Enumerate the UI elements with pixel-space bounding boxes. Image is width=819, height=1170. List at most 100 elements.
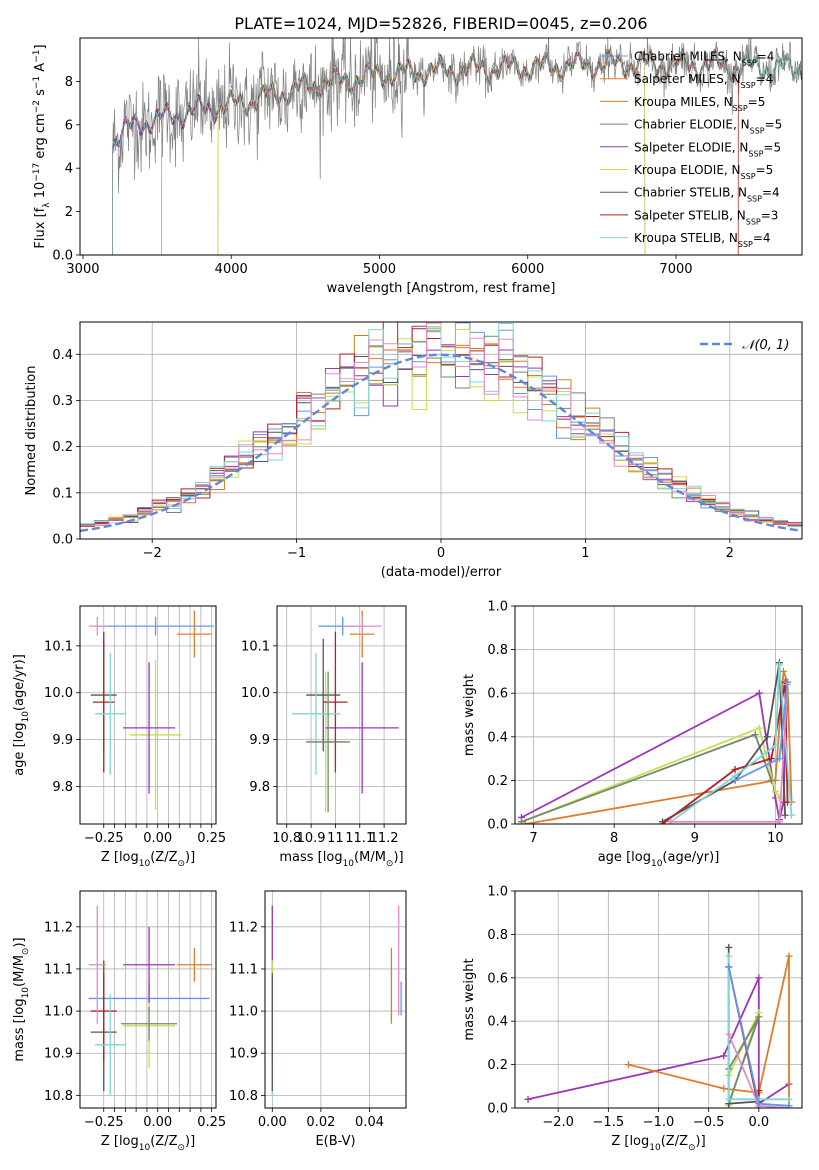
massweight-marker [755,724,763,732]
y-tick-label: 11.2 [44,920,73,935]
y-axis-label: mass [log10(M/M⊙)] [12,937,31,1061]
y-tick-label: 0.1 [52,486,73,501]
x-tick-label: 10.9 [297,831,326,846]
massweight-marker [720,1084,728,1092]
massweight-marker [624,1061,632,1069]
plot-area [291,610,399,813]
y-tick-label: 10.0 [241,686,270,701]
x-tick-label: 9 [691,831,699,846]
axes-frame [79,37,803,256]
y-tick-label: 0.4 [487,730,508,745]
massweight-marker [524,1095,532,1103]
legend-label: Salpeter MILES, NSSP=4 [634,72,773,90]
spectrum-model-line [112,48,739,255]
y-tick-label: 0.8 [487,643,508,658]
y-tick-label: 11.2 [229,920,258,935]
massweight-marker [785,952,793,960]
legend-label: Salpeter STELIB, NSSP=3 [634,208,778,226]
massweight-marker [725,1095,733,1103]
massweight-marker [731,766,739,773]
y-tick-label: 0.3 [52,394,73,409]
legend-label: Chabrier STELIB, NSSP=4 [634,186,780,204]
chart-age_vs_mass: 10.810.9 11 11.111.2 9.8 9.9 10.0 10.1 mass [lo… [241,605,407,869]
y-tick-label: 8 [65,75,73,90]
x-tick-label: −1.0 [643,1115,675,1130]
y-tick-label: 1.0 [487,885,508,900]
x-tick-label: 3000 [66,262,99,277]
massweight-marker [755,689,763,697]
massweight-marker [667,818,675,824]
spectrum-model-line [217,48,646,255]
massweight-series [727,956,789,1101]
chart-mass_vs_ebv: 0.00 0.02 0.04 10.8 10.9 11.0 11.1 11.2 E(B-V) [229,890,407,1149]
x-tick-label: 0 [437,546,445,561]
massweight-marker [521,820,529,824]
x-tick-label: 0.04 [355,1115,384,1130]
y-tick-label: 9.9 [249,733,270,748]
massweight-series [670,684,789,823]
y-tick-label: 11.0 [44,1005,73,1020]
x-tick-label: −2 [143,546,162,561]
y-tick-label: 6 [65,118,73,133]
x-axis-label: wavelength [Angstrom, rest frame] [327,281,556,296]
x-axis-label: Z [log10(Z/Z⊙)] [101,850,195,869]
massweight-series [520,682,789,820]
y-tick-label: 0.2 [487,1058,508,1073]
x-axis-label: E(B-V) [315,1134,355,1149]
massweight-marker [725,952,733,960]
chart-massweight_vs_Z: −2.0 −1.5 −1.0 −0.5 0.0 0.0 0.2 0.4 0.6 0.8 1.0 Z [… [462,885,803,1153]
massweight-marker [775,755,783,763]
spectrum-model-line [112,49,802,255]
x-tick-label: 0.00 [143,1115,172,1130]
y-tick-label: 11.0 [229,1005,258,1020]
x-tick-label: 10.8 [272,831,301,846]
y-axis-label: Flux [fλ 10−17 erg cm−2 s−1 A−1] [32,44,52,248]
x-tick-label: 4000 [215,262,248,277]
plot-area [88,905,212,1096]
axes-frame [514,605,803,825]
massweight-marker [517,818,525,824]
y-tick-label: 0.4 [487,1015,508,1030]
x-tick-label: −0.25 [84,831,124,846]
massweight-marker [725,963,733,971]
y-tick-label: 0.6 [487,971,508,986]
massweight-marker [725,1030,733,1038]
massweight-marker [767,776,775,784]
massweight-marker [755,974,763,982]
spectrum-legend: Chabrier MILES, NSSP=4 Salpeter MILES, NS… [600,50,782,249]
massweight-marker [771,742,779,750]
x-tick-label: −0.5 [693,1115,725,1130]
x-tick-label: 7 [529,831,537,846]
x-axis-label: age [log10(age/yr)] [598,850,720,869]
x-axis-label: mass [log10(M/M⊙)] [279,850,403,869]
y-tick-label: 0.0 [52,533,73,548]
plot-area [80,322,802,539]
massweight-marker [767,755,775,763]
chart-spectrum: 3000 4000 5000 6000 7000 0.0 2 4 6 8 wavelength [A… [32,37,803,296]
y-tick-label: 9.9 [52,733,73,748]
y-tick-label: 10.8 [44,1089,73,1104]
y-tick-label: 1.0 [487,600,508,615]
y-tick-label: 0.0 [487,818,508,833]
massweight-marker [781,811,789,819]
massweight-marker [731,776,739,784]
massweight-marker [779,667,787,675]
x-axis-label: Z [log10(Z/Z⊙)] [101,1134,195,1153]
normal-curve [80,353,802,533]
x-tick-label: 6000 [511,262,544,277]
massweight-marker [755,1013,763,1021]
y-tick-label: 0.2 [487,774,508,789]
x-tick-label: 11 [327,831,344,846]
legend-label: Salpeter ELODIE, NSSP=5 [634,140,781,158]
legend-label: Chabrier ELODIE, NSSP=5 [634,118,782,136]
legend-label: Kroupa STELIB, NSSP=4 [634,231,771,249]
y-tick-label: 0.0 [487,1102,508,1117]
massweight-marker [775,794,783,802]
y-tick-label: 0.6 [487,687,508,702]
massweight-marker [785,1095,793,1103]
x-tick-label: 2 [726,546,734,561]
figure-title: PLATE=1024, MJD=52826, FIBERID=0045, z=0… [234,14,647,33]
y-tick-label: 0.2 [52,440,73,455]
y-tick-label: 10.0 [44,686,73,701]
y-axis-label: age [log10(age/yr)] [12,654,31,776]
